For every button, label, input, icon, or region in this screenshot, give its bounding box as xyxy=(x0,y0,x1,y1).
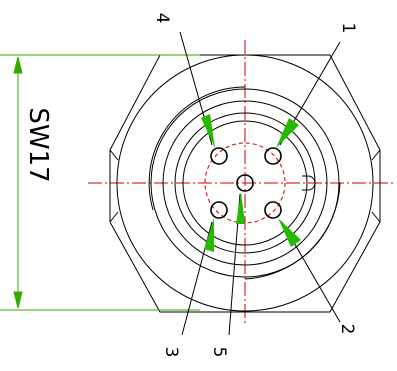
centerlines xyxy=(88,40,394,325)
hex-edge-upper-right xyxy=(371,149,381,161)
dimension-arrow-top xyxy=(13,56,23,74)
pin-label-4: 4 xyxy=(152,13,172,24)
leader-arrow-3 xyxy=(204,218,214,252)
pin-label-1: 1 xyxy=(338,23,358,34)
coding-key xyxy=(302,175,316,191)
hexagon-outline xyxy=(109,54,381,313)
leader-arrow-2 xyxy=(278,218,301,247)
thread-spiral xyxy=(148,86,341,280)
dimension-arrow-bottom xyxy=(13,291,23,309)
inner-thread-ring xyxy=(162,100,328,266)
hex-edge-upper-left xyxy=(109,149,119,161)
outer-thread-ring xyxy=(150,88,340,278)
pin-2 xyxy=(264,201,282,219)
hex-edge-lower-left xyxy=(109,211,119,223)
pin-label-3: 3 xyxy=(161,347,181,358)
chamfer-circle xyxy=(116,54,374,312)
dimension-label: SW17 xyxy=(23,107,53,182)
pin-4 xyxy=(210,147,228,165)
hex-body xyxy=(109,54,381,313)
pin-label-5: 5 xyxy=(209,347,229,358)
leader-arrows xyxy=(201,114,301,252)
pin-pitch-circle xyxy=(204,142,286,224)
leader-arrow-4 xyxy=(201,114,215,148)
leader-arrow-1 xyxy=(276,118,299,148)
dimension-sw xyxy=(0,54,200,311)
pin-1 xyxy=(264,147,282,165)
leader-arrow-5 xyxy=(236,192,245,224)
pin-label-2: 2 xyxy=(337,324,357,335)
insert-ring-inner xyxy=(182,120,308,246)
pin-3 xyxy=(210,201,228,219)
pin-5 xyxy=(236,174,254,192)
pins xyxy=(210,147,282,219)
hex-edge-lower-right xyxy=(371,211,381,223)
thread-rings xyxy=(148,86,341,280)
